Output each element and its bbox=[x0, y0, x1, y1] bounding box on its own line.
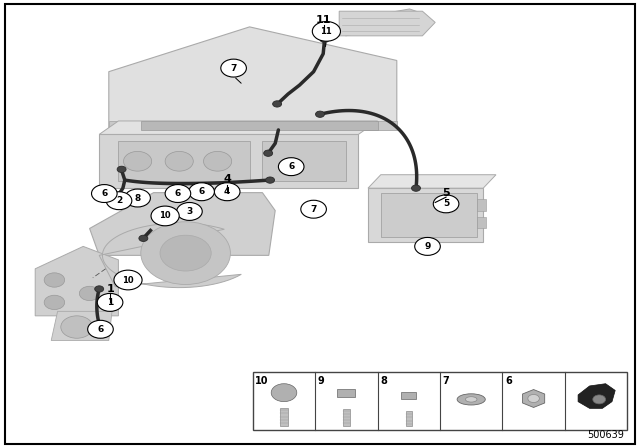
Text: 7: 7 bbox=[230, 64, 237, 73]
Polygon shape bbox=[522, 390, 545, 408]
Text: 10: 10 bbox=[255, 376, 269, 386]
Bar bbox=[337, 389, 355, 397]
Circle shape bbox=[95, 286, 104, 292]
Polygon shape bbox=[477, 217, 486, 228]
Circle shape bbox=[92, 185, 117, 202]
Text: 9: 9 bbox=[424, 242, 431, 251]
Circle shape bbox=[141, 222, 230, 284]
Text: 10: 10 bbox=[122, 276, 134, 284]
Text: 500639: 500639 bbox=[587, 430, 624, 440]
Bar bbox=[280, 408, 289, 426]
Polygon shape bbox=[368, 175, 496, 188]
Circle shape bbox=[117, 166, 126, 172]
Circle shape bbox=[316, 111, 324, 117]
Circle shape bbox=[114, 270, 142, 290]
Bar bbox=[406, 411, 412, 426]
Circle shape bbox=[88, 320, 113, 338]
Circle shape bbox=[61, 316, 93, 338]
Circle shape bbox=[273, 101, 282, 107]
Circle shape bbox=[221, 59, 246, 77]
Circle shape bbox=[107, 197, 116, 203]
Text: 11: 11 bbox=[321, 27, 332, 36]
Polygon shape bbox=[141, 121, 378, 130]
Polygon shape bbox=[99, 121, 378, 134]
Polygon shape bbox=[99, 134, 358, 188]
Ellipse shape bbox=[457, 394, 485, 405]
Circle shape bbox=[433, 195, 459, 213]
Polygon shape bbox=[477, 199, 486, 211]
Text: 6: 6 bbox=[97, 325, 104, 334]
Text: 3: 3 bbox=[186, 207, 193, 216]
Text: 6: 6 bbox=[101, 189, 108, 198]
Circle shape bbox=[320, 36, 329, 43]
Text: 10: 10 bbox=[159, 211, 171, 220]
Text: 1: 1 bbox=[106, 284, 114, 294]
Bar bbox=[342, 409, 350, 426]
Polygon shape bbox=[578, 383, 615, 409]
Polygon shape bbox=[381, 193, 477, 237]
Polygon shape bbox=[118, 141, 250, 181]
Text: 9: 9 bbox=[317, 376, 324, 386]
Circle shape bbox=[44, 273, 65, 287]
Text: 5: 5 bbox=[442, 188, 450, 198]
Circle shape bbox=[97, 326, 106, 332]
Circle shape bbox=[264, 150, 273, 156]
Circle shape bbox=[412, 185, 420, 191]
Text: 6: 6 bbox=[198, 187, 205, 196]
Bar bbox=[253, 372, 627, 430]
Text: 5: 5 bbox=[443, 199, 449, 208]
Polygon shape bbox=[109, 27, 397, 130]
Circle shape bbox=[151, 206, 179, 226]
Circle shape bbox=[44, 295, 65, 310]
Circle shape bbox=[106, 192, 132, 210]
Circle shape bbox=[124, 151, 152, 171]
Circle shape bbox=[278, 158, 304, 176]
Text: 11: 11 bbox=[316, 15, 331, 25]
Ellipse shape bbox=[465, 397, 477, 402]
Text: 4: 4 bbox=[223, 174, 231, 184]
Circle shape bbox=[160, 235, 211, 271]
Text: 7: 7 bbox=[310, 205, 317, 214]
Bar bbox=[401, 392, 417, 400]
Polygon shape bbox=[339, 11, 435, 36]
Polygon shape bbox=[368, 188, 483, 242]
Text: 8: 8 bbox=[134, 194, 141, 202]
Text: 7: 7 bbox=[443, 376, 449, 386]
Polygon shape bbox=[51, 311, 112, 340]
Circle shape bbox=[79, 286, 100, 301]
Polygon shape bbox=[109, 121, 397, 130]
Polygon shape bbox=[346, 9, 422, 36]
Text: 1: 1 bbox=[107, 298, 113, 307]
Circle shape bbox=[415, 237, 440, 255]
Circle shape bbox=[139, 235, 148, 241]
Circle shape bbox=[271, 383, 297, 401]
Circle shape bbox=[204, 151, 232, 171]
Polygon shape bbox=[262, 141, 346, 181]
Text: 8: 8 bbox=[380, 376, 387, 386]
Circle shape bbox=[593, 395, 605, 404]
Circle shape bbox=[528, 395, 540, 403]
Circle shape bbox=[214, 183, 240, 201]
Circle shape bbox=[165, 185, 191, 202]
Circle shape bbox=[165, 151, 193, 171]
Circle shape bbox=[97, 293, 123, 311]
Circle shape bbox=[189, 183, 214, 201]
Text: 6: 6 bbox=[175, 189, 181, 198]
Text: 6: 6 bbox=[288, 162, 294, 171]
Polygon shape bbox=[99, 223, 241, 288]
Text: 4: 4 bbox=[224, 187, 230, 196]
Text: 6: 6 bbox=[505, 376, 512, 386]
Circle shape bbox=[125, 189, 150, 207]
Circle shape bbox=[177, 202, 202, 220]
Circle shape bbox=[301, 200, 326, 218]
Text: 2: 2 bbox=[116, 196, 122, 205]
Polygon shape bbox=[35, 246, 118, 316]
Circle shape bbox=[266, 177, 275, 183]
Circle shape bbox=[312, 22, 340, 41]
Polygon shape bbox=[90, 193, 275, 255]
